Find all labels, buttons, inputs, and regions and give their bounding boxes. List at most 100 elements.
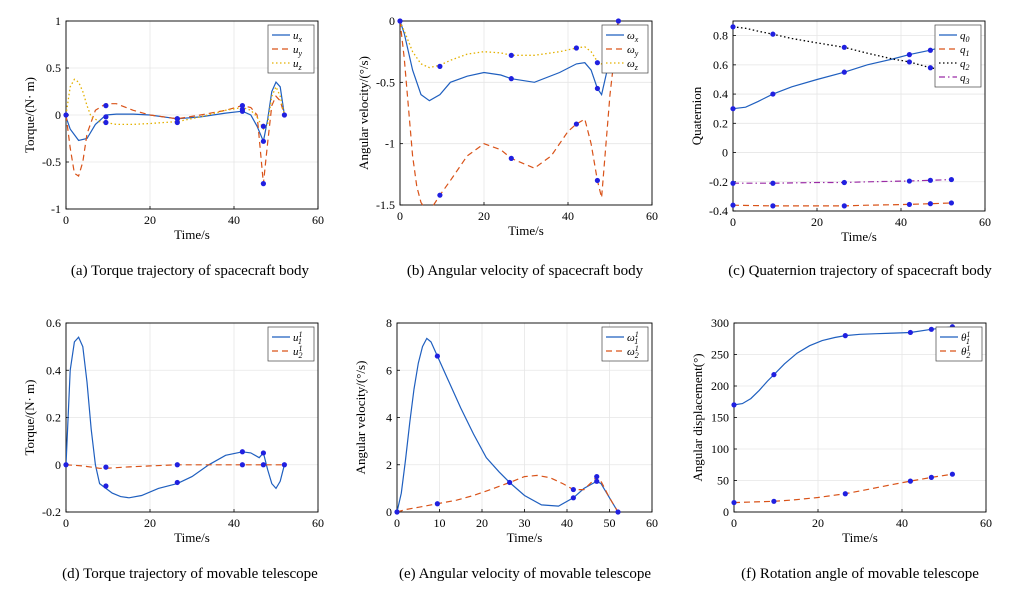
data-point-marker: [103, 119, 109, 126]
x-tick-label: 60: [646, 516, 658, 530]
x-tick-label: 40: [896, 516, 908, 530]
figure-caption: (a) Torque trajectory of spacecraft body: [71, 263, 310, 279]
y-tick-label: -1.5: [376, 198, 395, 212]
x-tick-label: 60: [646, 209, 658, 223]
plot-frame: [399, 20, 653, 206]
data-point-marker: [841, 44, 847, 50]
x-tick-label: 0: [397, 209, 403, 223]
data-point-marker: [730, 202, 736, 208]
legend-subscript: 3: [965, 77, 970, 86]
x-tick-label: 10: [434, 516, 446, 530]
legend-symbol: u: [293, 346, 299, 358]
data-point-marker: [174, 462, 180, 468]
legend-symbol: q: [960, 30, 966, 42]
data-point-marker: [770, 31, 776, 37]
data-point-marker: [906, 52, 913, 58]
y-tick-label: 0: [722, 146, 728, 160]
data-point-marker: [841, 69, 847, 75]
x-tick-label: 0: [730, 215, 736, 229]
y-axis-label: Angular displacement(°): [690, 353, 705, 481]
legend-label: ω1 1: [627, 330, 639, 346]
x-axis-label: Time/s: [508, 223, 544, 238]
data-point-marker: [281, 112, 287, 118]
data-point-marker: [103, 464, 109, 470]
y-tick-label: 0: [386, 505, 392, 519]
data-point-marker: [434, 353, 440, 359]
legend-subscript: x: [634, 35, 639, 44]
data-point-marker: [948, 200, 955, 206]
data-point-marker: [570, 495, 576, 501]
y-tick-label: 1: [55, 14, 61, 28]
y-tick-label: 6: [386, 363, 392, 377]
data-point-marker: [239, 449, 245, 455]
x-axis-label: Time/s: [174, 530, 210, 545]
legend-subscript: 2: [966, 63, 970, 72]
series-line-u-y: [66, 95, 285, 184]
x-axis-label: Time/s: [174, 227, 210, 242]
data-point-marker: [842, 491, 848, 497]
data-point-marker: [594, 60, 601, 66]
y-tick-label: 0.5: [46, 61, 61, 75]
y-tick-label: 0.8: [713, 29, 728, 43]
x-axis-label: Time/s: [842, 530, 878, 545]
x-axis-label: Time/s: [841, 229, 877, 244]
x-tick-label: 40: [895, 215, 907, 229]
legend-symbol: q: [960, 58, 966, 70]
x-tick-label: 30: [519, 516, 531, 530]
data-point-marker: [730, 180, 736, 186]
x-tick-label: 60: [979, 215, 991, 229]
legend-symbol: q: [960, 44, 966, 56]
legend-symbol: u: [293, 58, 299, 70]
legend-symbol: ω: [627, 44, 635, 56]
legend-symbol: θ: [961, 332, 967, 344]
y-tick-label: -0.5: [376, 75, 395, 89]
x-tick-label: 20: [812, 516, 824, 530]
data-point-marker: [508, 52, 514, 58]
legend-superscript: 1: [299, 330, 303, 339]
data-point-marker: [397, 18, 403, 24]
data-point-marker: [103, 103, 109, 109]
data-point-marker: [260, 450, 266, 456]
y-axis-label: Torque/(N· m): [22, 77, 37, 153]
y-tick-label: 0.6: [46, 316, 61, 330]
y-tick-label: 4: [386, 411, 392, 425]
legend-symbol: ω: [627, 30, 635, 42]
data-point-marker: [949, 471, 956, 477]
legend-subscript: y: [298, 49, 303, 58]
series-line-u-2: [66, 464, 285, 469]
x-tick-label: 0: [394, 516, 400, 530]
x-tick-label: 20: [476, 516, 488, 530]
legend-symbol: u: [293, 332, 299, 344]
data-point-marker: [770, 203, 776, 209]
data-point-marker: [573, 121, 580, 127]
data-point-marker: [594, 478, 600, 484]
y-tick-label: 0.2: [46, 411, 61, 425]
legend-label: ωz: [627, 58, 639, 72]
legend-symbol: u: [293, 44, 299, 56]
legend-label: u1 1: [293, 330, 303, 346]
data-point-marker: [730, 106, 736, 112]
x-tick-label: 20: [144, 516, 156, 530]
data-point-marker: [63, 462, 69, 468]
legend-superscript: 1: [966, 330, 970, 339]
y-tick-label: 0: [55, 108, 61, 122]
data-point-marker: [731, 402, 737, 408]
legend-superscript: 1: [635, 330, 639, 339]
data-point-marker: [770, 180, 776, 186]
legend-subscript: z: [634, 63, 639, 72]
y-tick-label: -1: [385, 137, 395, 151]
series-line-ω-1: [397, 337, 619, 513]
data-point-marker: [731, 499, 737, 506]
series-line-ω-y: [400, 20, 619, 207]
figure-caption: (f) Rotation angle of movable telescope: [741, 566, 979, 582]
data-point-marker: [927, 177, 934, 183]
y-tick-label: 0: [389, 14, 395, 28]
figure-caption: (b) Angular velocity of spacecraft body: [407, 263, 644, 279]
data-point-marker: [239, 462, 245, 468]
legend-label: q3: [960, 72, 970, 86]
legend-subscript: 2: [299, 351, 303, 360]
series-line-u-1: [66, 336, 285, 499]
